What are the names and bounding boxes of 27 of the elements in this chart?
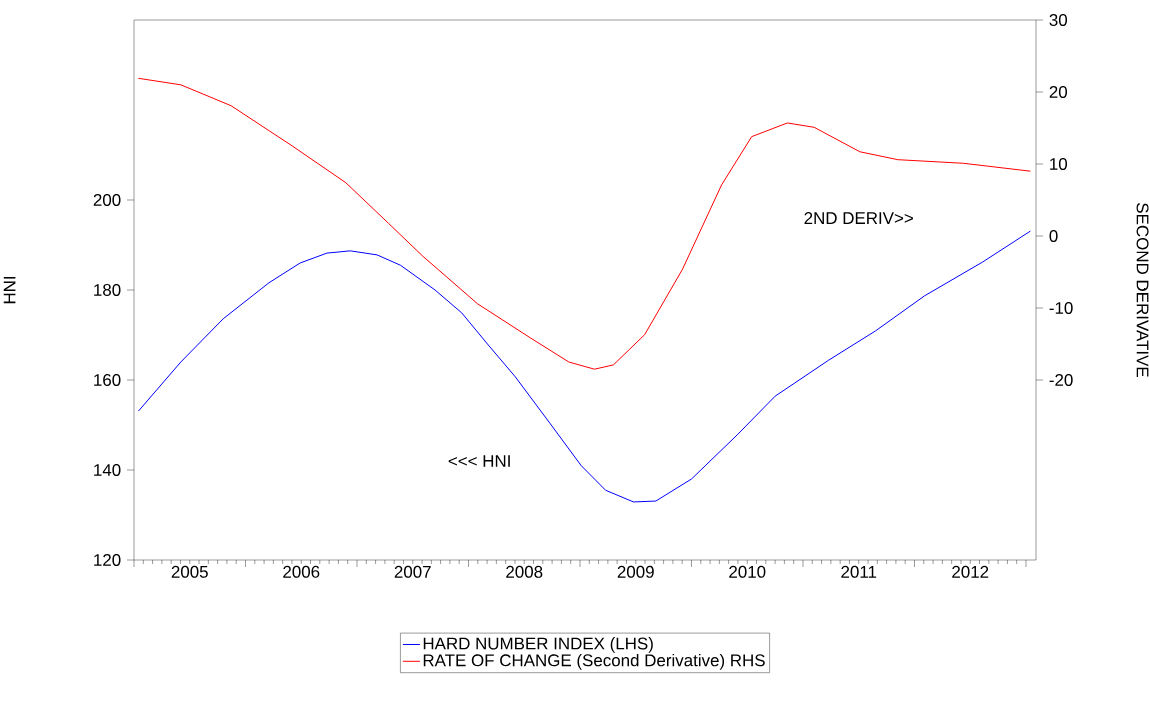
y-tick-label: 180 xyxy=(94,284,121,296)
y-tick-label: 140 xyxy=(94,464,121,476)
y2-tick-label: 0 xyxy=(1049,230,1058,242)
x-tick-label: 2005 xyxy=(171,565,208,578)
x-tick-label: 2010 xyxy=(729,565,766,578)
y2-tick-label: 30 xyxy=(1049,14,1068,26)
x-tick-label: 2009 xyxy=(617,565,654,578)
x-tick-label: 2011 xyxy=(841,565,877,578)
line-series xyxy=(137,77,1031,370)
y-tick-label: 200 xyxy=(93,194,121,206)
y-tick-label: 160 xyxy=(94,374,121,386)
y-axis-title: HNI xyxy=(3,276,16,304)
annotation: <<< HNI xyxy=(448,455,510,467)
y2-tick-label: 20 xyxy=(1049,86,1068,98)
legend-label: RATE OF CHANGE (Second Derivative) RHS xyxy=(423,653,765,670)
x-tick-label: 2008 xyxy=(506,565,543,578)
y2-axis-title: SECOND DERIVATIVE xyxy=(1136,203,1149,377)
annotation: 2ND DERIV>> xyxy=(804,212,913,224)
y2-tick-label: 10 xyxy=(1050,158,1068,170)
y2-tick-label: -20 xyxy=(1049,374,1073,386)
y-tick-label: 120 xyxy=(94,554,121,566)
x-tick-label: 2012 xyxy=(952,565,989,578)
y2-tick-label: -10 xyxy=(1049,302,1073,314)
x-tick-label: 2006 xyxy=(283,565,320,578)
x-tick-label: 2007 xyxy=(394,565,431,578)
legend-label: HARD NUMBER INDEX (LHS) xyxy=(423,637,653,653)
line-series xyxy=(137,230,1031,503)
